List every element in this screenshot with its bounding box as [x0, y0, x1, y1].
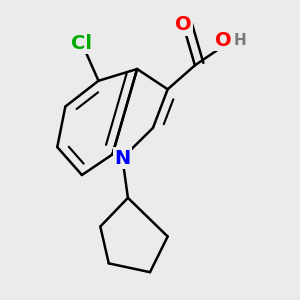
Text: H: H [233, 33, 246, 48]
Text: Cl: Cl [71, 34, 92, 53]
Text: N: N [114, 148, 130, 168]
Text: O: O [215, 31, 232, 50]
Text: O: O [175, 15, 191, 34]
